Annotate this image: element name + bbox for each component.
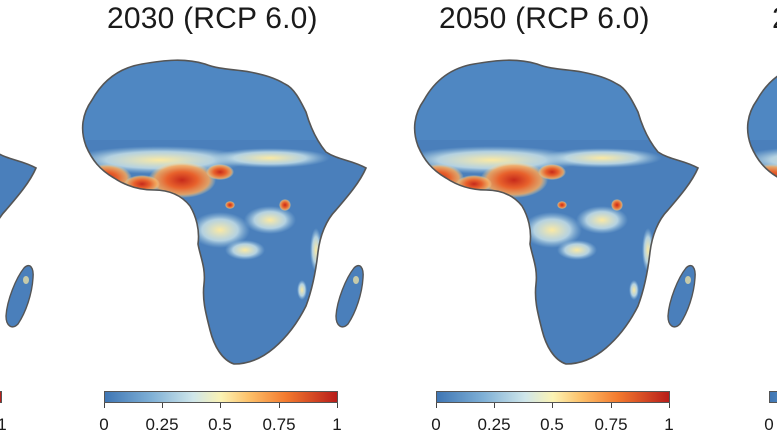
africa-map — [402, 0, 702, 380]
colorbar-tick-label: 1 — [332, 415, 342, 434]
map-panel-2030: 2030 (RCP 6.0) 0 0.25 0.5 0.75 1 — [70, 0, 370, 437]
colorbar-tick-label: 1 — [0, 415, 7, 434]
colorbar-tick-label: 0 — [764, 415, 774, 434]
colorbar-tick-label: 0.75 — [594, 415, 628, 434]
colorbar — [0, 391, 2, 403]
map-panel-2010: 2010 (RCP 6.0) 1 — [0, 0, 55, 437]
colorbar-tick-label: 0 — [99, 415, 109, 434]
colorbar-tick — [104, 403, 105, 408]
colorbar-tick-label: 1 — [664, 415, 674, 434]
colorbar-tick-label: 0 — [431, 415, 441, 434]
panel-title: 2050 (RCP 6.0) — [439, 2, 650, 35]
colorbar-tick-label: 0.75 — [262, 415, 296, 434]
colorbar-tick — [611, 403, 612, 408]
colorbar-tick — [669, 403, 670, 408]
colorbar — [436, 391, 670, 403]
colorbar-tick — [494, 403, 495, 408]
colorbar-tick — [552, 403, 553, 408]
colorbar-tick — [337, 403, 338, 408]
africa-map — [735, 0, 777, 380]
colorbar-tick-label: 0.5 — [208, 415, 232, 434]
colorbar-tick — [220, 403, 221, 408]
africa-map — [0, 0, 55, 380]
colorbar-tick — [436, 403, 437, 408]
colorbar-tick-label: 0.5 — [540, 415, 564, 434]
map-panel-2070: 2070 (RCP 6.0) 0 — [735, 0, 777, 437]
colorbar — [104, 391, 338, 403]
colorbar-tick — [279, 403, 280, 408]
colorbar-tick — [162, 403, 163, 408]
panel-title: 2070 (RCP 6.0) — [772, 1, 777, 37]
panel-title: 2030 (RCP 6.0) — [107, 2, 318, 35]
colorbar-tick-label: 0.25 — [145, 415, 179, 434]
colorbar-tick-label: 0.25 — [477, 415, 511, 434]
africa-map — [70, 0, 370, 380]
colorbar — [769, 391, 777, 403]
map-panel-2050: 2050 (RCP 6.0) 0 0.25 0.5 0.75 1 — [402, 0, 702, 437]
